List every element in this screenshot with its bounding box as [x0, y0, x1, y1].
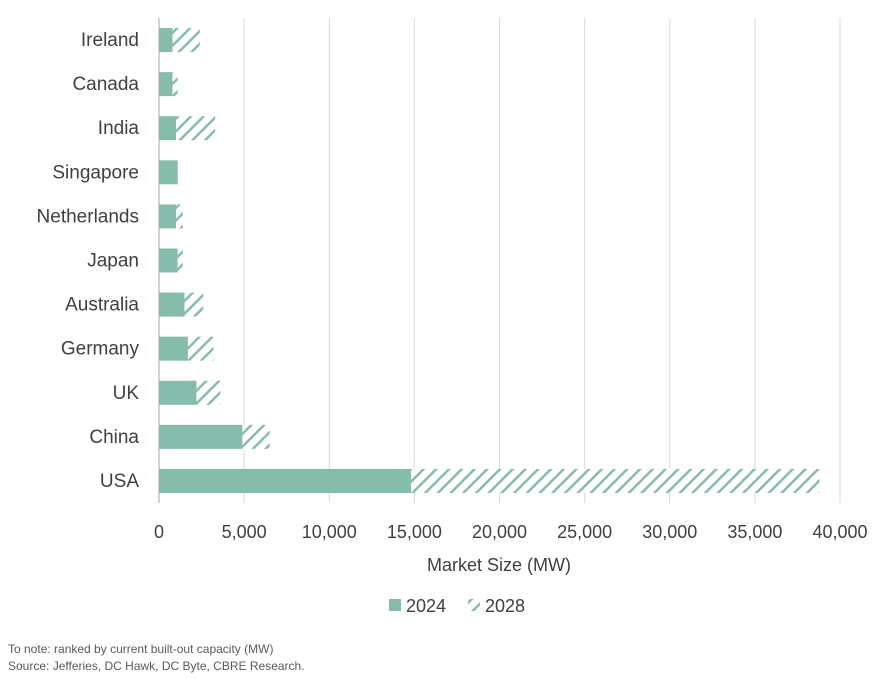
- category-label-china: China: [89, 427, 139, 448]
- legend: 2024 2028: [389, 596, 525, 616]
- bar-2024-ireland: [159, 28, 173, 53]
- bar-2028-china: [242, 424, 270, 449]
- category-label-uk: UK: [113, 383, 140, 404]
- category-label-india: India: [98, 118, 140, 139]
- bar-2028-australia: [184, 292, 204, 317]
- footnotes: To note: ranked by current built-out cap…: [8, 641, 305, 675]
- x-tick-label: 35,000: [727, 522, 782, 542]
- category-label-singapore: Singapore: [52, 162, 139, 183]
- bar-2024-canada: [159, 72, 173, 97]
- bar-2024-uk: [159, 380, 197, 405]
- legend-swatch-2024: [389, 599, 401, 611]
- x-tick-label: 0: [154, 522, 164, 542]
- x-axis-title: Market Size (MW): [427, 555, 571, 575]
- x-tick-label: 15,000: [387, 522, 442, 542]
- bar-2028-ireland: [172, 28, 200, 53]
- bar-2024-australia: [159, 292, 185, 317]
- x-tick-label: 25,000: [557, 522, 612, 542]
- category-label-ireland: Ireland: [81, 30, 139, 51]
- legend-swatch-2028: [468, 599, 480, 611]
- category-label-usa: USA: [100, 471, 139, 492]
- bar-2028-uk: [196, 380, 221, 405]
- x-tick-label: 30,000: [642, 522, 697, 542]
- bar-2024-usa: [159, 468, 411, 493]
- category-label-netherlands: Netherlands: [37, 206, 139, 227]
- legend-label-2028: 2028: [485, 596, 525, 616]
- category-label-japan: Japan: [87, 251, 139, 272]
- category-labels: Ireland Canada India Singapore Netherlands Ja…: [37, 30, 140, 492]
- x-tick-label: 5,000: [222, 522, 267, 542]
- bar-2028-japan: [177, 248, 183, 273]
- x-tick-labels: 0 5,000 10,000 15,000 20,000 25,000 30,000 35,0…: [154, 522, 868, 542]
- category-label-germany: Germany: [61, 339, 140, 360]
- bar-2024-japan: [159, 248, 178, 273]
- bar-2028-canada: [172, 72, 178, 97]
- bar-2024-netherlands: [159, 204, 177, 229]
- bar-2024-singapore: [159, 160, 178, 185]
- legend-label-2024: 2024: [406, 596, 446, 616]
- source-text: Source: Jefferies, DC Hawk, DC Byte, CBR…: [8, 659, 305, 673]
- market-size-bar-chart: Ireland Canada India Singapore Netherlands Ja…: [37, 18, 868, 616]
- x-tick-label: 20,000: [472, 522, 527, 542]
- category-label-canada: Canada: [72, 74, 139, 95]
- bars: [159, 28, 820, 493]
- bar-2028-india: [176, 116, 216, 141]
- bar-2028-netherlands: [176, 204, 183, 229]
- bar-2028-germany: [187, 336, 214, 361]
- bar-2024-india: [159, 116, 177, 141]
- category-label-australia: Australia: [65, 295, 139, 316]
- bar-2028-usa: [410, 468, 820, 493]
- x-tick-label: 10,000: [302, 522, 357, 542]
- bar-2024-germany: [159, 336, 188, 361]
- bar-2024-china: [159, 424, 243, 449]
- x-tick-label: 40,000: [812, 522, 867, 542]
- note-text: To note: ranked by current built-out cap…: [8, 642, 274, 656]
